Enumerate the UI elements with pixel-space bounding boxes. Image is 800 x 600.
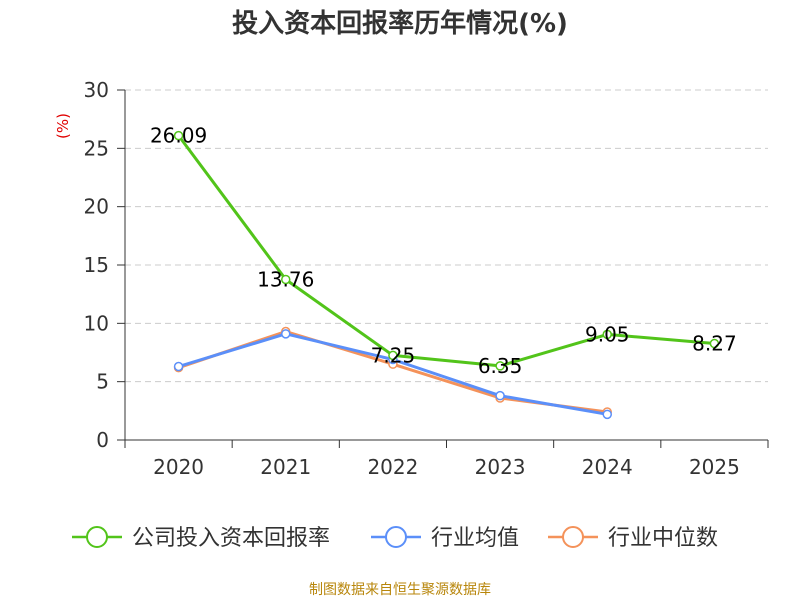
legend-label: 行业均值: [431, 526, 519, 551]
data-point[interactable]: [709, 338, 720, 349]
data-point[interactable]: [281, 329, 291, 339]
data-label: 8.27: [692, 332, 737, 356]
series-layer: [173, 130, 720, 420]
gridlines: [125, 89, 768, 383]
data-point[interactable]: [602, 409, 612, 420]
data-point[interactable]: [388, 350, 398, 361]
x-tick-label: 2022: [367, 455, 418, 479]
y-tick-label: 25: [84, 136, 109, 160]
y-axis-unit: (%): [54, 113, 72, 139]
legend-item[interactable]: 行业均值: [371, 526, 519, 551]
source-note: 制图数据来自恒生聚源数据库: [309, 582, 491, 598]
chart-title: 投入资本回报率历年情况(%): [232, 8, 568, 39]
data-label: 6.35: [478, 354, 523, 378]
data-labels: 26.09 13.76 7.25 6.35 9.05 8.27: [150, 124, 737, 378]
data-point[interactable]: [173, 361, 184, 372]
x-tick-label: 2025: [689, 455, 740, 479]
y-tick-label: 0: [96, 428, 109, 452]
legend-marker: [562, 526, 584, 548]
data-label: 13.76: [257, 267, 314, 291]
legend-marker: [86, 526, 108, 548]
data-label: 7.25: [371, 343, 416, 367]
series-line: [177, 134, 715, 368]
data-point[interactable]: [281, 274, 291, 285]
x-tick-label: 2021: [260, 455, 311, 479]
data-point[interactable]: [602, 329, 612, 340]
y-tick-label: 30: [84, 78, 109, 102]
x-tick-label: 2023: [475, 455, 526, 479]
data-point[interactable]: [173, 130, 184, 141]
y-tick-label: 5: [96, 370, 109, 394]
data-point[interactable]: [495, 361, 505, 371]
data-point[interactable]: [495, 390, 505, 401]
legend-label: 公司投入资本回报率: [132, 526, 330, 551]
legend-item[interactable]: 公司投入资本回报率: [72, 526, 330, 551]
x-tick-label: 2020: [153, 455, 204, 479]
y-tick-label: 15: [84, 253, 109, 277]
legend-marker: [385, 526, 407, 548]
data-label: 26.09: [150, 124, 207, 148]
x-tick-label: 2024: [582, 455, 633, 479]
legend[interactable]: 公司投入资本回报率 行业均值 行业中位数: [72, 526, 718, 551]
legend-label: 行业中位数: [608, 526, 718, 551]
data-label: 9.05: [585, 322, 630, 346]
legend-item[interactable]: 行业中位数: [548, 526, 718, 551]
y-tick-label: 20: [84, 195, 109, 219]
y-tick-label: 10: [84, 311, 109, 335]
